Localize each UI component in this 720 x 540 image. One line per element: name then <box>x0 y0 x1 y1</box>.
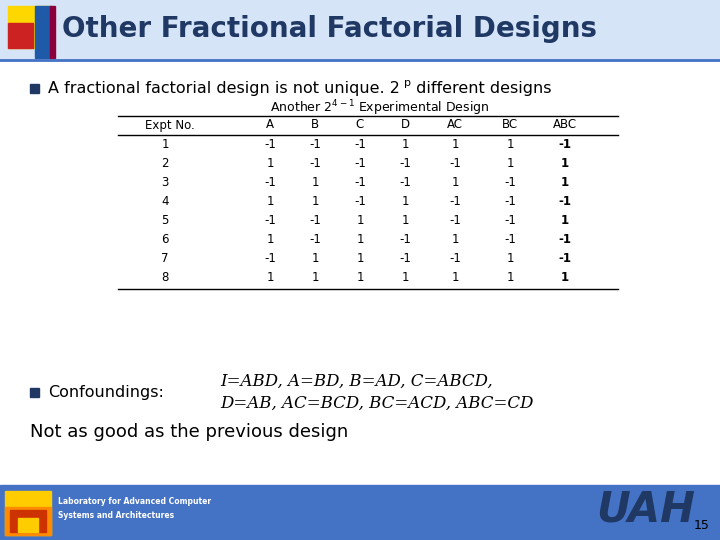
Text: -1: -1 <box>449 195 461 208</box>
Text: 8: 8 <box>161 271 168 284</box>
Text: -1: -1 <box>449 157 461 170</box>
Text: -1: -1 <box>264 214 276 227</box>
Text: 1: 1 <box>356 252 364 265</box>
Bar <box>35 6 51 58</box>
Text: -1: -1 <box>449 252 461 265</box>
Text: 1: 1 <box>266 195 274 208</box>
Text: A: A <box>266 118 274 132</box>
Text: ABC: ABC <box>553 118 577 132</box>
Text: p: p <box>404 78 411 88</box>
Bar <box>18 518 38 532</box>
Text: 1: 1 <box>451 271 459 284</box>
Text: AC: AC <box>447 118 463 132</box>
Text: UAH: UAH <box>596 489 695 531</box>
Text: 1: 1 <box>561 157 569 170</box>
Text: -1: -1 <box>399 252 411 265</box>
Text: 1: 1 <box>266 233 274 246</box>
Text: 1: 1 <box>356 233 364 246</box>
Text: Laboratory for Advanced Computer: Laboratory for Advanced Computer <box>58 497 211 507</box>
Text: 1: 1 <box>311 176 319 189</box>
Text: 1: 1 <box>561 271 569 284</box>
Text: different designs: different designs <box>411 80 552 96</box>
Text: Confoundings:: Confoundings: <box>48 384 164 400</box>
Bar <box>30 388 39 397</box>
Text: -1: -1 <box>354 157 366 170</box>
Text: 6: 6 <box>161 233 168 246</box>
Text: -1: -1 <box>309 138 321 151</box>
Text: -1: -1 <box>559 233 572 246</box>
Text: 1: 1 <box>311 271 319 284</box>
Text: 1: 1 <box>356 214 364 227</box>
Text: D: D <box>400 118 410 132</box>
Text: 2: 2 <box>161 157 168 170</box>
Text: -1: -1 <box>264 138 276 151</box>
Text: -1: -1 <box>504 195 516 208</box>
Text: -1: -1 <box>354 195 366 208</box>
Text: -1: -1 <box>399 157 411 170</box>
Text: -1: -1 <box>309 214 321 227</box>
Text: -1: -1 <box>504 233 516 246</box>
Bar <box>8 23 33 48</box>
Text: -1: -1 <box>399 176 411 189</box>
Text: 4: 4 <box>161 195 168 208</box>
Text: 7: 7 <box>161 252 168 265</box>
Text: -1: -1 <box>264 252 276 265</box>
Text: -1: -1 <box>559 195 572 208</box>
Text: 1: 1 <box>451 176 459 189</box>
Text: 1: 1 <box>451 138 459 151</box>
Text: 1: 1 <box>311 195 319 208</box>
Text: -1: -1 <box>309 157 321 170</box>
Text: Another $2^{4-1}$ Experimental Design: Another $2^{4-1}$ Experimental Design <box>270 98 490 118</box>
Text: 1: 1 <box>311 252 319 265</box>
Text: 1: 1 <box>561 176 569 189</box>
Text: -1: -1 <box>354 138 366 151</box>
Text: -1: -1 <box>354 176 366 189</box>
Text: B: B <box>311 118 319 132</box>
Text: Not as good as the previous design: Not as good as the previous design <box>30 423 348 441</box>
Bar <box>10 510 46 532</box>
Text: 5: 5 <box>161 214 168 227</box>
Text: -1: -1 <box>449 214 461 227</box>
Text: C: C <box>356 118 364 132</box>
Text: Systems and Architectures: Systems and Architectures <box>58 511 174 521</box>
Text: Other Fractional Factorial Designs: Other Fractional Factorial Designs <box>62 15 597 43</box>
Text: -1: -1 <box>399 233 411 246</box>
Text: 1: 1 <box>506 252 514 265</box>
Bar <box>5 491 51 535</box>
Text: 1: 1 <box>561 214 569 227</box>
Text: 1: 1 <box>506 271 514 284</box>
Text: -1: -1 <box>559 252 572 265</box>
Text: -1: -1 <box>309 233 321 246</box>
Text: 1: 1 <box>401 214 409 227</box>
Bar <box>0 0 720 60</box>
Text: 1: 1 <box>401 271 409 284</box>
Bar <box>8 6 50 48</box>
Text: I=ABD, A=BD, B=AD, C=ABCD,: I=ABD, A=BD, B=AD, C=ABCD, <box>220 373 492 389</box>
Bar <box>0 485 720 540</box>
Text: 1: 1 <box>451 233 459 246</box>
Text: 1: 1 <box>401 195 409 208</box>
Text: 1: 1 <box>266 271 274 284</box>
Text: 1: 1 <box>506 138 514 151</box>
Text: D=AB, AC=BCD, BC=ACD, ABC=CD: D=AB, AC=BCD, BC=ACD, ABC=CD <box>220 395 534 411</box>
Bar <box>5 507 51 535</box>
Text: 15: 15 <box>694 519 710 532</box>
Text: A fractional factorial design is not unique. 2: A fractional factorial design is not uni… <box>48 80 400 96</box>
Text: -1: -1 <box>264 176 276 189</box>
Text: Expt No.: Expt No. <box>145 118 194 132</box>
Bar <box>50 6 55 58</box>
Text: 1: 1 <box>401 138 409 151</box>
Bar <box>30 84 39 93</box>
Text: 1: 1 <box>161 138 168 151</box>
Text: -1: -1 <box>504 214 516 227</box>
Text: 3: 3 <box>161 176 168 189</box>
Text: -1: -1 <box>559 138 572 151</box>
Text: -1: -1 <box>504 176 516 189</box>
Text: 1: 1 <box>266 157 274 170</box>
Text: 1: 1 <box>356 271 364 284</box>
Text: 1: 1 <box>506 157 514 170</box>
Text: BC: BC <box>502 118 518 132</box>
